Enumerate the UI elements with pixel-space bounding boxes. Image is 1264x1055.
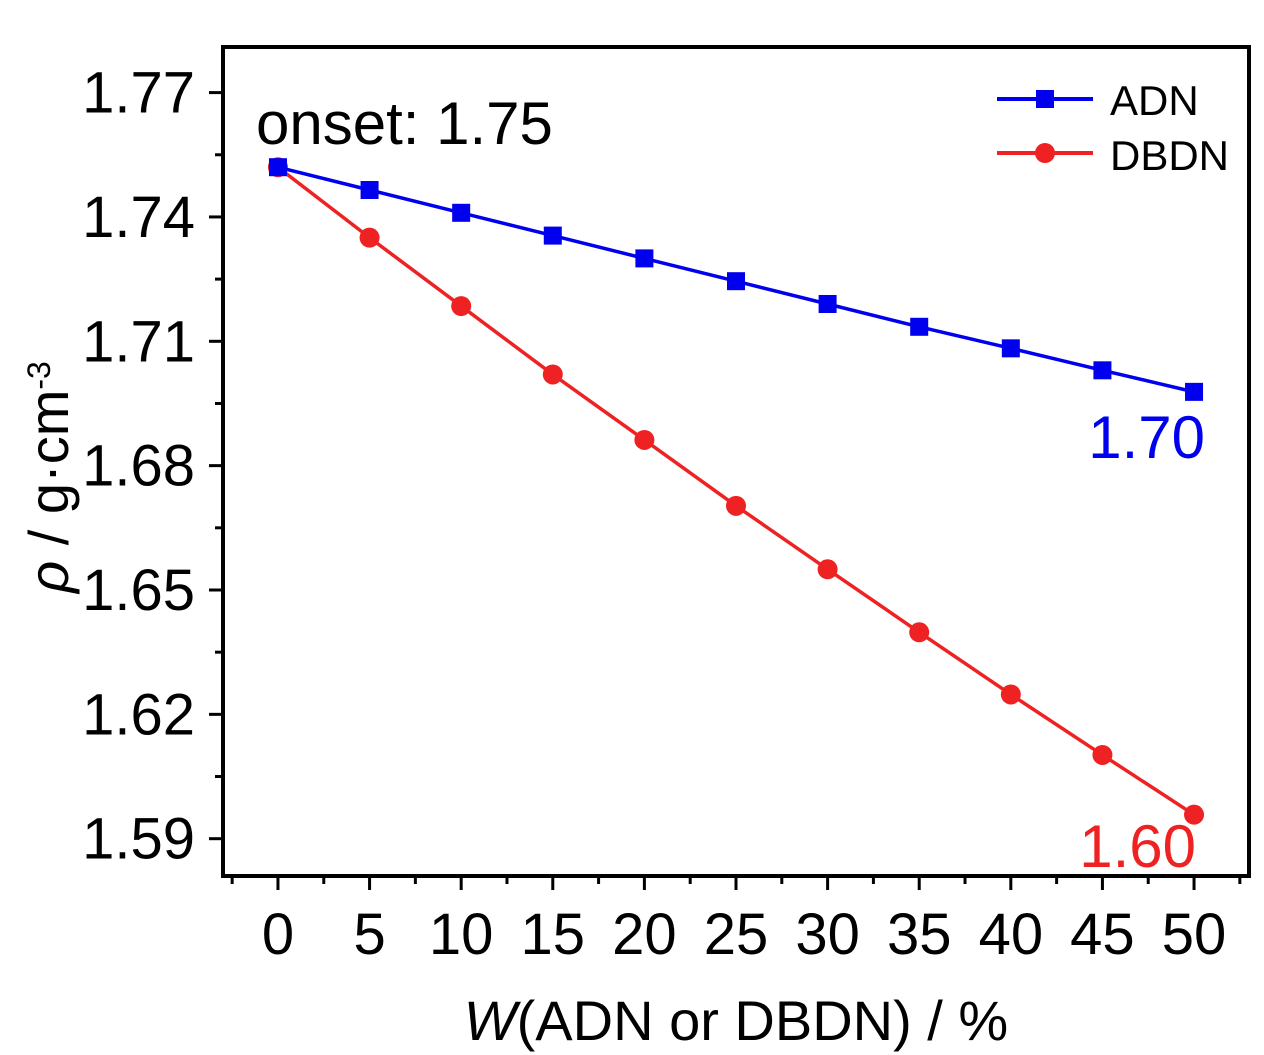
data-point-adn: [1001, 339, 1020, 358]
onset-annotation: onset: 1.75: [256, 90, 553, 157]
y-tick-label: 1.59: [82, 807, 195, 872]
series-layer: [267, 157, 1205, 825]
y-axis-symbol: ρ: [17, 561, 80, 595]
y-tick-label: 1.74: [82, 185, 195, 250]
data-point-adn: [727, 272, 745, 291]
legend-marker-dbdn: [1035, 143, 1055, 163]
y-tick-label: 1.71: [82, 309, 195, 374]
data-point-adn: [268, 158, 287, 177]
data-point-dbdn: [1000, 684, 1021, 705]
x-ticks: 0 5 10 15 20 25 30 35 40 45 50: [230, 876, 1242, 967]
legend: ADN DBDN: [997, 77, 1229, 179]
x-tick-label: 30: [795, 902, 860, 967]
data-point-adn: [635, 249, 654, 268]
y-ticks: 1.59 1.62 1.65 1.68 1.71 1.74 1.77: [82, 61, 223, 872]
data-point-dbdn: [909, 622, 930, 643]
legend-item-adn: ADN: [997, 77, 1199, 124]
y-axis-title: ρ / g·cm-3: [17, 361, 80, 595]
legend-label-dbdn: DBDN: [1110, 132, 1229, 179]
dbdn-end-annotation: 1.60: [1079, 813, 1196, 880]
data-point-adn: [1185, 382, 1204, 401]
y-axis-superscript: -3: [21, 361, 57, 389]
adn-end-annotation: 1.70: [1088, 404, 1205, 471]
data-point-dbdn: [451, 296, 472, 317]
x-tick-label: 10: [429, 902, 494, 967]
data-point-dbdn: [542, 364, 563, 385]
x-tick-label: 15: [521, 902, 586, 967]
y-tick-label: 1.68: [82, 434, 195, 499]
x-tick-label: 25: [704, 902, 769, 967]
y-tick-label: 1.65: [82, 558, 195, 623]
data-point-dbdn: [359, 227, 380, 248]
x-axis-title-text: (ADN or DBDN) / %: [517, 989, 1009, 1052]
x-tick-label: 35: [887, 902, 952, 967]
series-line-dbdn: [276, 165, 1195, 817]
data-point-adn: [543, 226, 562, 245]
y-tick-label: 1.62: [82, 682, 195, 747]
x-tick-label: 40: [979, 902, 1044, 967]
data-point-dbdn: [726, 495, 746, 516]
data-point-adn: [910, 317, 929, 336]
x-tick-label: 20: [612, 902, 677, 967]
data-point-adn: [360, 181, 379, 200]
x-tick-label: 5: [353, 902, 385, 967]
data-point-adn: [452, 203, 471, 222]
x-tick-label: 45: [1070, 902, 1135, 967]
data-point-adn: [818, 294, 837, 313]
x-axis-symbol: W: [464, 989, 522, 1052]
data-point-dbdn: [1184, 804, 1205, 825]
data-point-dbdn: [817, 559, 838, 580]
y-axis-title-text: / g·cm: [17, 390, 80, 561]
legend-label-adn: ADN: [1110, 77, 1199, 124]
legend-item-dbdn: DBDN: [997, 132, 1229, 179]
x-tick-label: 50: [1162, 902, 1227, 967]
data-point-dbdn: [634, 429, 655, 450]
x-axis-title: W(ADN or DBDN) / %: [464, 989, 1008, 1052]
legend-marker-adn: [1036, 90, 1054, 108]
x-tick-label: 0: [262, 902, 294, 967]
data-point-adn: [1093, 361, 1112, 380]
data-point-dbdn: [1092, 744, 1113, 765]
y-tick-label: 1.77: [82, 61, 195, 126]
